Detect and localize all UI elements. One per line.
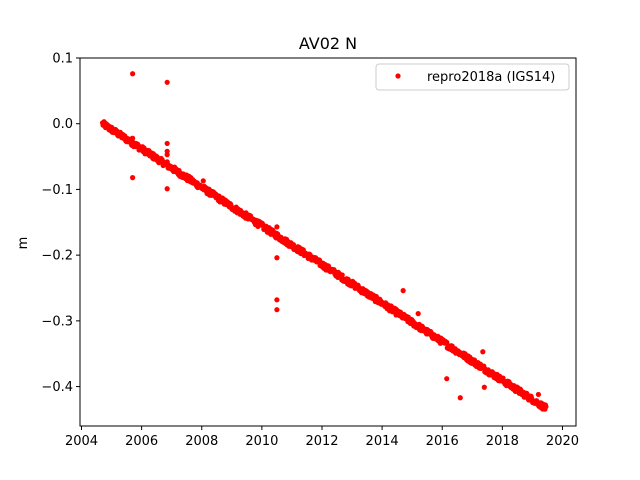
outlier-point: [274, 297, 280, 303]
outlier-point: [481, 384, 487, 390]
legend: repro2018a (IGS14): [375, 63, 570, 91]
outlier-point: [130, 175, 136, 181]
outlier-point: [274, 234, 280, 240]
y-tick-label: −0.4: [41, 380, 73, 395]
y-axis: 0.1 0.0 −0.1 −0.2 −0.3 −0.4: [41, 52, 80, 395]
outlier-point: [457, 395, 463, 401]
outlier-point: [480, 349, 486, 355]
x-tick-label: 2014: [366, 434, 399, 449]
outlier-point: [164, 186, 170, 192]
y-axis-label: m: [16, 237, 31, 250]
chart-title: AV02 N: [299, 34, 357, 53]
x-axis: 2004 2006 2008 2010 2012 2014 2016 2018 2020: [65, 426, 579, 449]
x-tick-label: 2006: [125, 434, 158, 449]
outlier-point: [274, 255, 280, 261]
y-tick-label: −0.2: [41, 249, 73, 264]
outlier-point: [444, 376, 450, 382]
x-tick-label: 2016: [426, 434, 459, 449]
x-tick-label: 2010: [245, 434, 278, 449]
y-tick-label: 0.0: [52, 117, 73, 132]
outlier-point: [130, 71, 136, 77]
x-tick-label: 2008: [185, 434, 218, 449]
legend-marker: [395, 73, 401, 79]
x-tick-label: 2012: [305, 434, 338, 449]
outlier-point: [164, 152, 170, 158]
data-point: [543, 404, 549, 410]
outlier-point: [130, 135, 136, 141]
y-tick-label: 0.1: [52, 52, 73, 67]
outlier-point: [415, 311, 421, 317]
legend-label: repro2018a (IGS14): [427, 70, 555, 85]
data-point: [339, 272, 345, 278]
outlier-point: [200, 178, 206, 184]
outlier-point: [164, 79, 170, 85]
data-points: [99, 71, 549, 412]
y-tick-label: −0.3: [41, 314, 73, 329]
outlier-point: [164, 140, 170, 147]
y-tick-label: −0.1: [41, 183, 73, 198]
outlier-point: [274, 224, 280, 230]
x-tick-label: 2018: [486, 434, 519, 449]
outlier-point: [164, 159, 170, 165]
outlier-point: [400, 288, 406, 294]
outlier-point: [274, 307, 280, 313]
outlier-point: [535, 391, 542, 398]
x-tick-label: 2020: [546, 434, 579, 449]
plot-frame: [79, 57, 577, 427]
legend-box: [375, 63, 570, 91]
x-tick-label: 2004: [65, 434, 98, 449]
